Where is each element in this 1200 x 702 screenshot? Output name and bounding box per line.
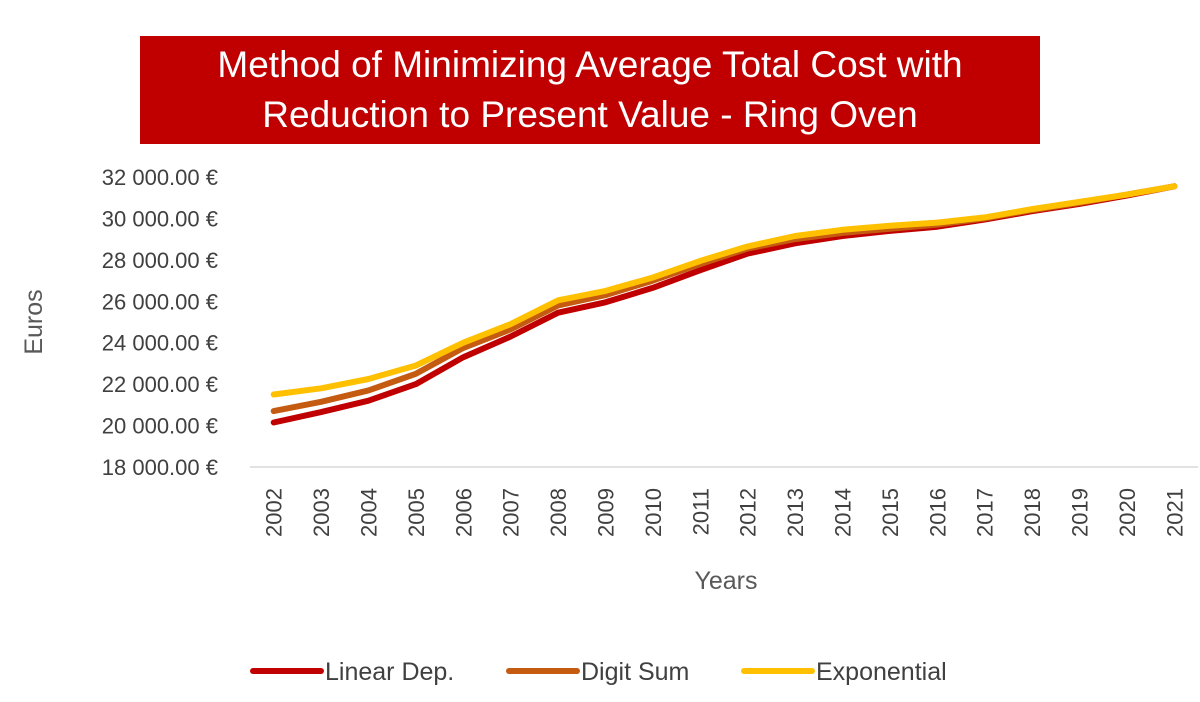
chart-title-line-1: Method of Minimizing Average Total Cost … <box>217 44 963 85</box>
x-tick-label: 2016 <box>925 488 950 537</box>
series-line-2 <box>270 183 1178 415</box>
y-axis-ticks: 32 000.00 € 30 000.00 € 28 000.00 € 26 000.… <box>102 165 218 480</box>
x-tick-label: 2003 <box>309 488 334 537</box>
legend: Linear Dep. Digit Sum Exponential <box>250 658 947 686</box>
x-tick-label: 2010 <box>641 488 666 537</box>
x-tick-label: 2019 <box>1068 488 1093 537</box>
series-line-1 <box>270 183 1178 426</box>
x-tick-label: 2002 <box>262 488 287 537</box>
chart-title: Method of Minimizing Average Total Cost … <box>140 36 1040 144</box>
legend-label: Digit Sum <box>581 658 689 686</box>
x-tick-label: 2004 <box>357 488 382 537</box>
x-tick-label: 2009 <box>594 488 619 537</box>
legend-label: Exponential <box>816 658 947 686</box>
x-tick-label: 2011 <box>688 488 713 535</box>
chart-title-line-2: Reduction to Present Value - Ring Oven <box>262 94 918 135</box>
x-tick-label: 2013 <box>783 488 808 537</box>
x-tick-label: 2005 <box>404 488 429 537</box>
x-tick-label: 2007 <box>499 488 524 537</box>
y-tick-label: 18 000.00 € <box>102 455 218 480</box>
x-tick-label: 2012 <box>736 488 761 537</box>
x-tick-label: 2006 <box>451 488 476 537</box>
x-axis-label: Years <box>694 567 757 595</box>
x-tick-label: 2014 <box>831 488 856 537</box>
legend-label: Linear Dep. <box>325 658 454 686</box>
x-tick-label: 2015 <box>878 488 903 537</box>
series-lines <box>270 183 1178 426</box>
x-tick-label: 2017 <box>973 488 998 537</box>
y-tick-label: 20 000.00 € <box>102 414 218 439</box>
y-tick-label: 28 000.00 € <box>102 248 218 273</box>
y-tick-label: 30 000.00 € <box>102 206 218 231</box>
y-axis-label: Euros <box>20 289 48 354</box>
y-tick-label: 24 000.00 € <box>102 331 218 356</box>
y-tick-label: 32 000.00 € <box>102 165 218 190</box>
x-tick-label: 2008 <box>546 488 571 537</box>
x-axis-ticks: 2002 2003 2004 2005 2006 2007 2008 2009 2010 2011… <box>262 488 1188 537</box>
y-tick-label: 22 000.00 € <box>102 372 218 397</box>
y-tick-label: 26 000.00 € <box>102 289 218 314</box>
x-tick-label: 2020 <box>1115 488 1140 537</box>
x-tick-label: 2018 <box>1020 488 1045 537</box>
series-line-3 <box>270 183 1178 398</box>
x-tick-label: 2021 <box>1162 488 1187 537</box>
